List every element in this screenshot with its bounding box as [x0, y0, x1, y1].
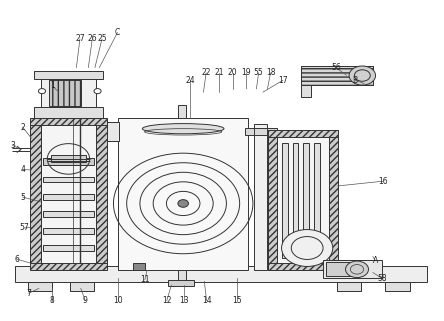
Text: 27: 27 — [75, 34, 85, 43]
Text: A: A — [373, 256, 378, 265]
Bar — [118, 117, 249, 270]
Bar — [254, 124, 267, 270]
Text: 25: 25 — [97, 34, 107, 43]
Circle shape — [345, 261, 369, 278]
Bar — [268, 263, 337, 270]
Text: 22: 22 — [202, 68, 211, 77]
Bar — [178, 270, 186, 282]
Bar — [44, 228, 94, 234]
Bar — [44, 246, 94, 251]
Text: 7: 7 — [26, 289, 31, 298]
Text: 21: 21 — [214, 68, 224, 77]
Bar — [30, 124, 41, 264]
Text: 8: 8 — [50, 296, 55, 305]
Bar — [293, 143, 298, 257]
Bar — [282, 143, 288, 257]
Text: 58: 58 — [377, 274, 387, 283]
Text: 6: 6 — [14, 255, 19, 264]
Bar — [107, 122, 119, 142]
Text: 9: 9 — [83, 296, 87, 305]
Text: 13: 13 — [180, 296, 189, 305]
Bar — [326, 262, 352, 276]
Text: 17: 17 — [278, 76, 288, 85]
Ellipse shape — [143, 124, 224, 134]
Text: 10: 10 — [114, 296, 123, 305]
Circle shape — [39, 89, 46, 94]
Text: 5: 5 — [20, 193, 25, 202]
Text: B: B — [353, 76, 358, 85]
Bar — [51, 155, 86, 162]
Text: 14: 14 — [202, 296, 211, 305]
Bar — [44, 177, 94, 182]
Bar — [277, 137, 329, 263]
Text: 18: 18 — [266, 68, 275, 77]
Circle shape — [281, 230, 333, 266]
Bar — [41, 125, 96, 263]
Text: 16: 16 — [378, 177, 388, 186]
Bar — [245, 128, 277, 135]
Bar — [268, 130, 337, 137]
Bar — [178, 105, 186, 117]
Text: 15: 15 — [233, 296, 242, 305]
Text: C: C — [115, 28, 120, 37]
Bar — [44, 158, 94, 165]
Circle shape — [349, 66, 376, 85]
Bar — [28, 282, 52, 291]
Text: 26: 26 — [87, 34, 97, 43]
Bar — [41, 78, 96, 107]
Text: 4: 4 — [20, 165, 25, 174]
Bar — [268, 130, 277, 270]
Bar — [30, 263, 107, 270]
Text: 11: 11 — [140, 275, 150, 284]
Text: 2: 2 — [20, 123, 25, 132]
Circle shape — [94, 89, 101, 94]
Text: 55: 55 — [254, 68, 263, 77]
Text: 1: 1 — [50, 81, 55, 90]
Text: 24: 24 — [186, 76, 195, 85]
Bar — [35, 71, 103, 79]
Bar — [30, 117, 107, 125]
Text: 19: 19 — [242, 68, 251, 77]
Bar — [301, 66, 373, 85]
Bar — [44, 194, 94, 200]
Circle shape — [178, 200, 188, 207]
Bar — [133, 263, 145, 270]
Bar — [301, 85, 311, 97]
Bar — [70, 282, 94, 291]
Bar — [168, 281, 194, 286]
Bar — [44, 211, 94, 217]
Text: 3: 3 — [10, 141, 15, 150]
Text: 57: 57 — [20, 223, 29, 232]
Bar — [329, 130, 337, 270]
Bar — [96, 124, 107, 264]
Bar — [303, 143, 309, 257]
Text: 56: 56 — [331, 63, 341, 72]
Bar — [15, 265, 427, 282]
Bar — [385, 282, 409, 291]
Text: 12: 12 — [162, 296, 171, 305]
Bar — [49, 80, 81, 106]
Bar — [314, 143, 320, 257]
Bar — [323, 260, 382, 278]
Bar — [35, 107, 103, 117]
Bar — [301, 66, 373, 85]
Text: 20: 20 — [228, 68, 238, 77]
Bar — [337, 282, 361, 291]
